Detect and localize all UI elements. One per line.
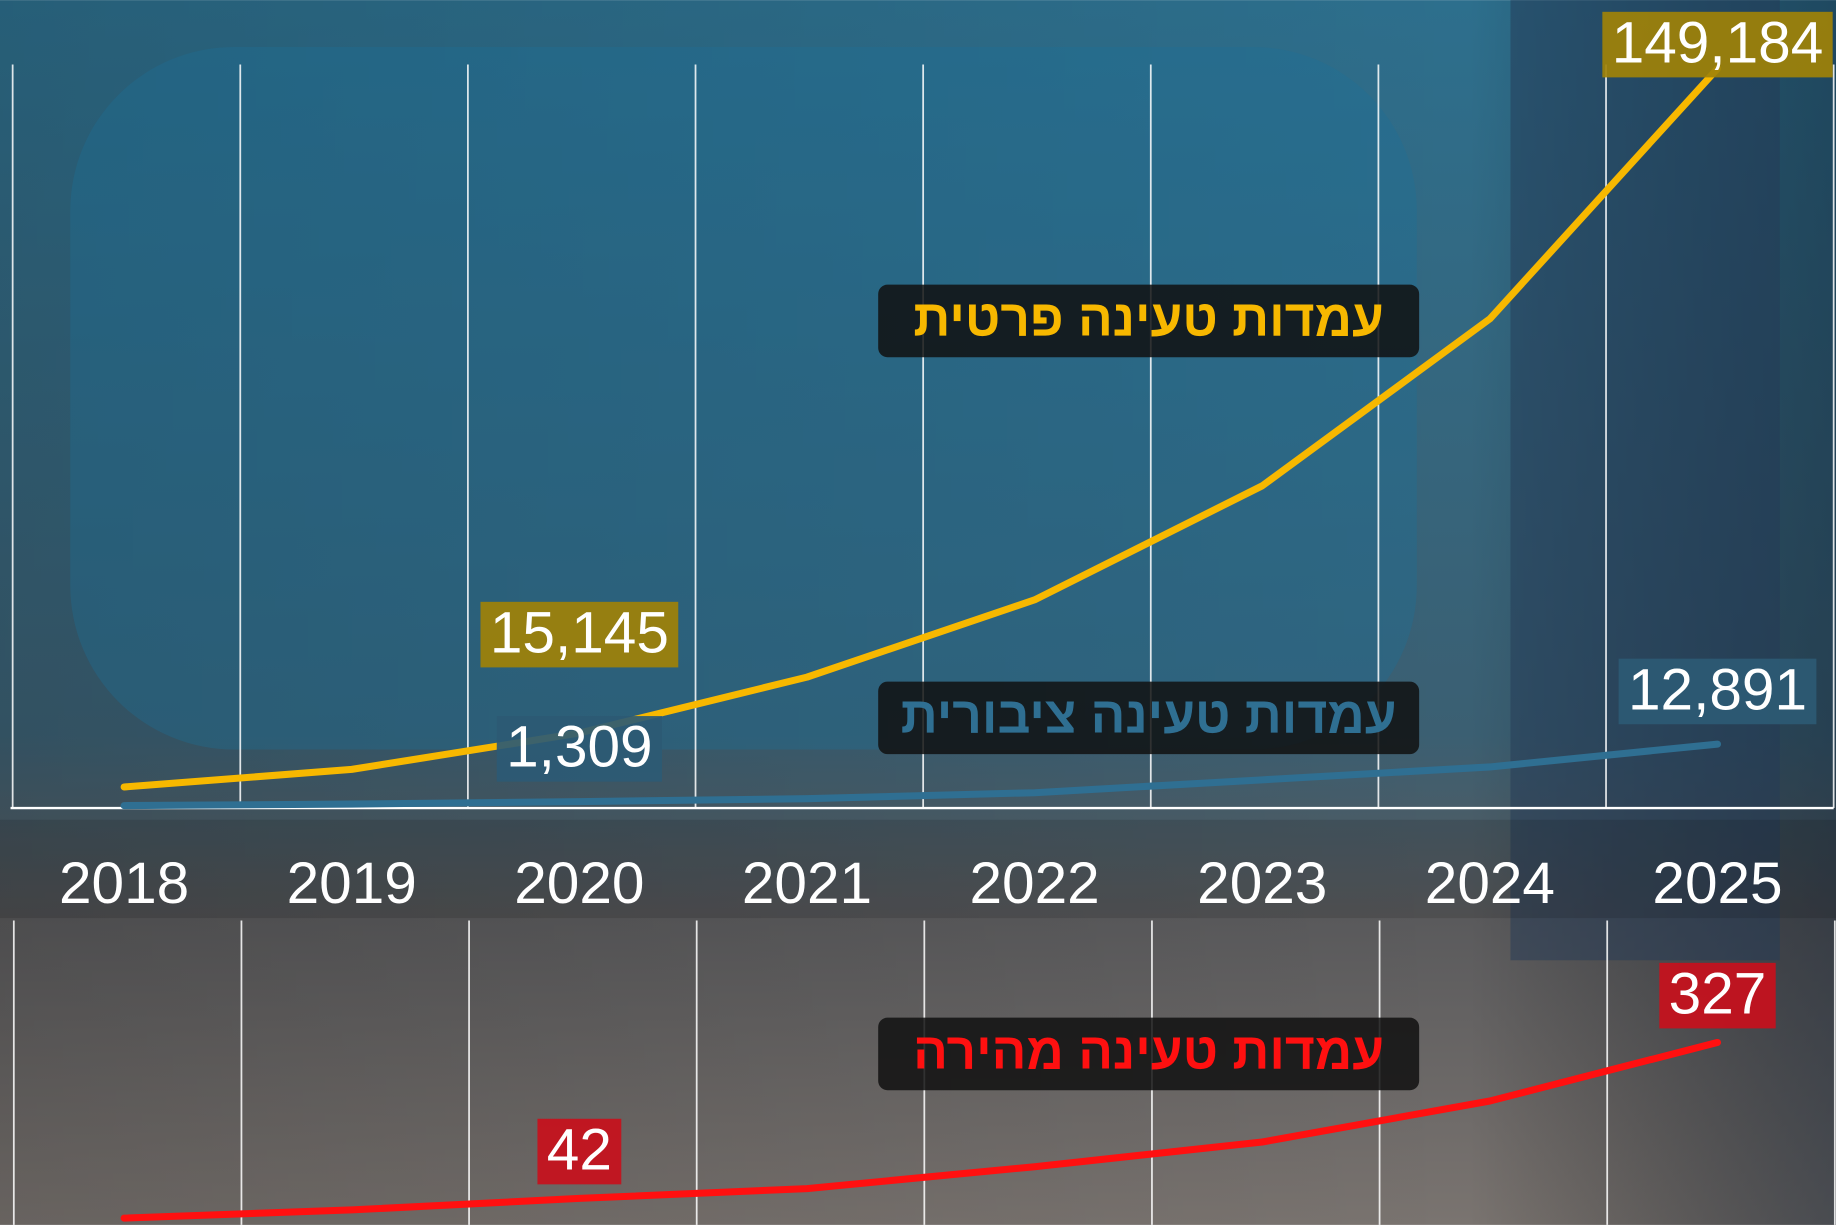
x-tick-label: 2018 (59, 851, 189, 916)
legend-label: עמדות טעינה מהירה (913, 1022, 1384, 1080)
page: {"chart_data": {"type": "line", "categor… (0, 0, 1836, 1225)
axis-band (0, 820, 1836, 918)
value-label: 42 (547, 1117, 612, 1182)
car-shape (70, 47, 1417, 750)
value-label: 15,145 (490, 600, 669, 665)
x-tick-label: 2023 (1197, 851, 1327, 916)
x-tick-label: 2019 (287, 851, 417, 916)
x-tick-label: 2022 (970, 851, 1100, 916)
value-label: 1,309 (506, 715, 652, 780)
x-tick-label: 2021 (742, 851, 872, 916)
value-label: 149,184 (1612, 10, 1824, 75)
legend-label: עמדות טעינה פרטית (913, 289, 1383, 347)
x-tick-label: 2024 (1425, 851, 1555, 916)
chart: 2018 2019 2020 2021 2022 2023 2024 2025 עמדות טע… (0, 0, 1836, 1225)
x-tick-label: 2025 (1652, 851, 1782, 916)
value-label: 12,891 (1628, 657, 1807, 722)
value-label: 327 (1669, 961, 1767, 1026)
x-tick-label: 2020 (514, 851, 644, 916)
legend-label: עמדות טעינה ציבורית (901, 686, 1397, 744)
